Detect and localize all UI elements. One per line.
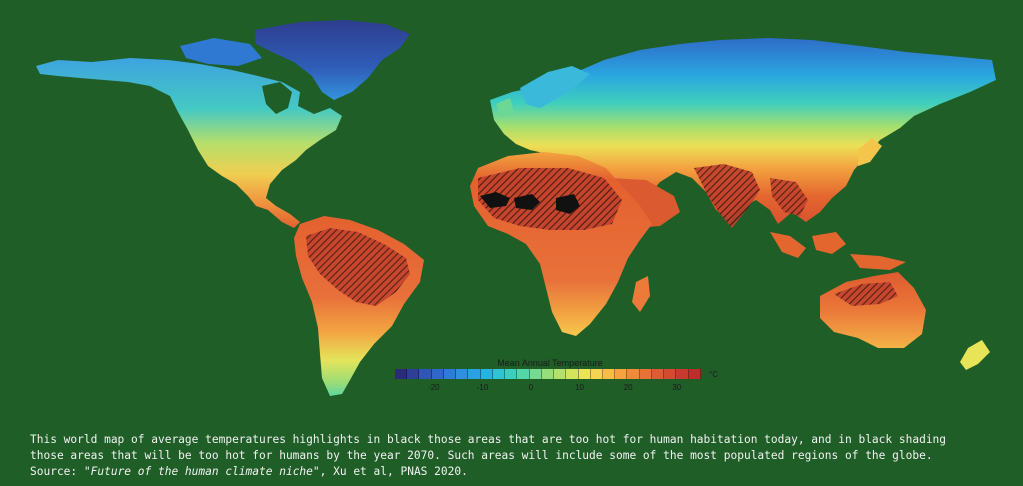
japan bbox=[858, 138, 882, 166]
source-suffix: ", Xu et al, PNAS 2020. bbox=[312, 465, 468, 478]
legend-tick-label: -10 bbox=[476, 383, 489, 392]
world-temperature-map bbox=[36, 20, 996, 396]
legend-swatch bbox=[578, 369, 591, 379]
caption-line-1: This world map of average temperatures h… bbox=[30, 433, 947, 446]
british-isles bbox=[496, 98, 514, 118]
legend-swatch bbox=[615, 369, 628, 379]
legend-swatch bbox=[443, 369, 457, 379]
legend-swatch bbox=[407, 369, 420, 379]
eurasia bbox=[490, 38, 996, 224]
legend-swatch bbox=[517, 369, 530, 379]
legend-swatch bbox=[529, 369, 542, 379]
greenland bbox=[255, 20, 410, 100]
australia-future-hot-zone bbox=[834, 282, 898, 306]
source-prefix: Source: " bbox=[30, 465, 91, 478]
legend-tick-label: 0 bbox=[528, 383, 534, 392]
scandinavia bbox=[520, 66, 590, 108]
south-america-future-hot-zone bbox=[306, 228, 410, 306]
madagascar bbox=[632, 276, 650, 312]
legend-swatch bbox=[554, 369, 567, 379]
legend-swatch bbox=[627, 369, 640, 379]
legend-swatch bbox=[688, 369, 701, 379]
legend-swatch bbox=[602, 369, 616, 379]
caption-source: Source: "Future of the human climate nic… bbox=[30, 464, 1010, 480]
hudson-bay bbox=[262, 82, 292, 114]
legend-swatch bbox=[676, 369, 689, 379]
legend-swatch bbox=[419, 369, 432, 379]
legend-swatch bbox=[651, 369, 665, 379]
legend-swatch bbox=[468, 369, 481, 379]
legend-swatch bbox=[639, 369, 652, 379]
legend-unit: °C bbox=[709, 370, 718, 379]
legend-swatch bbox=[431, 369, 444, 379]
new-zealand bbox=[960, 340, 990, 370]
indonesia-islands bbox=[770, 232, 906, 270]
legend-tick-label: 20 bbox=[623, 383, 633, 392]
legend-swatch bbox=[456, 369, 469, 379]
legend-swatch bbox=[492, 369, 506, 379]
source-title: Future of the human climate niche bbox=[90, 465, 313, 478]
sahara-current-hot-zone bbox=[480, 192, 580, 214]
north-america bbox=[36, 58, 342, 228]
southeast-asia-future-hot-zone bbox=[770, 178, 808, 216]
legend-tick-label: 10 bbox=[575, 383, 585, 392]
legend-title: Mean Annual Temperature bbox=[497, 358, 603, 368]
legend-tick-label: 30 bbox=[672, 383, 682, 392]
sahara-future-hot-zone bbox=[478, 168, 622, 230]
legend-swatch bbox=[590, 369, 603, 379]
legend-swatch bbox=[541, 369, 555, 379]
temperature-color-scale bbox=[395, 369, 701, 379]
legend-swatch bbox=[395, 369, 408, 379]
caption: This world map of average temperatures h… bbox=[30, 432, 1010, 480]
legend-swatch bbox=[505, 369, 518, 379]
arctic-islands bbox=[180, 38, 262, 66]
legend-swatch bbox=[664, 369, 677, 379]
legend-tick-label: -20 bbox=[428, 383, 440, 392]
south-asia-future-hot-zone bbox=[694, 164, 760, 228]
legend-swatch bbox=[480, 369, 493, 379]
caption-line-2: those areas that will be too hot for hum… bbox=[30, 449, 933, 462]
legend-swatch bbox=[566, 369, 579, 379]
